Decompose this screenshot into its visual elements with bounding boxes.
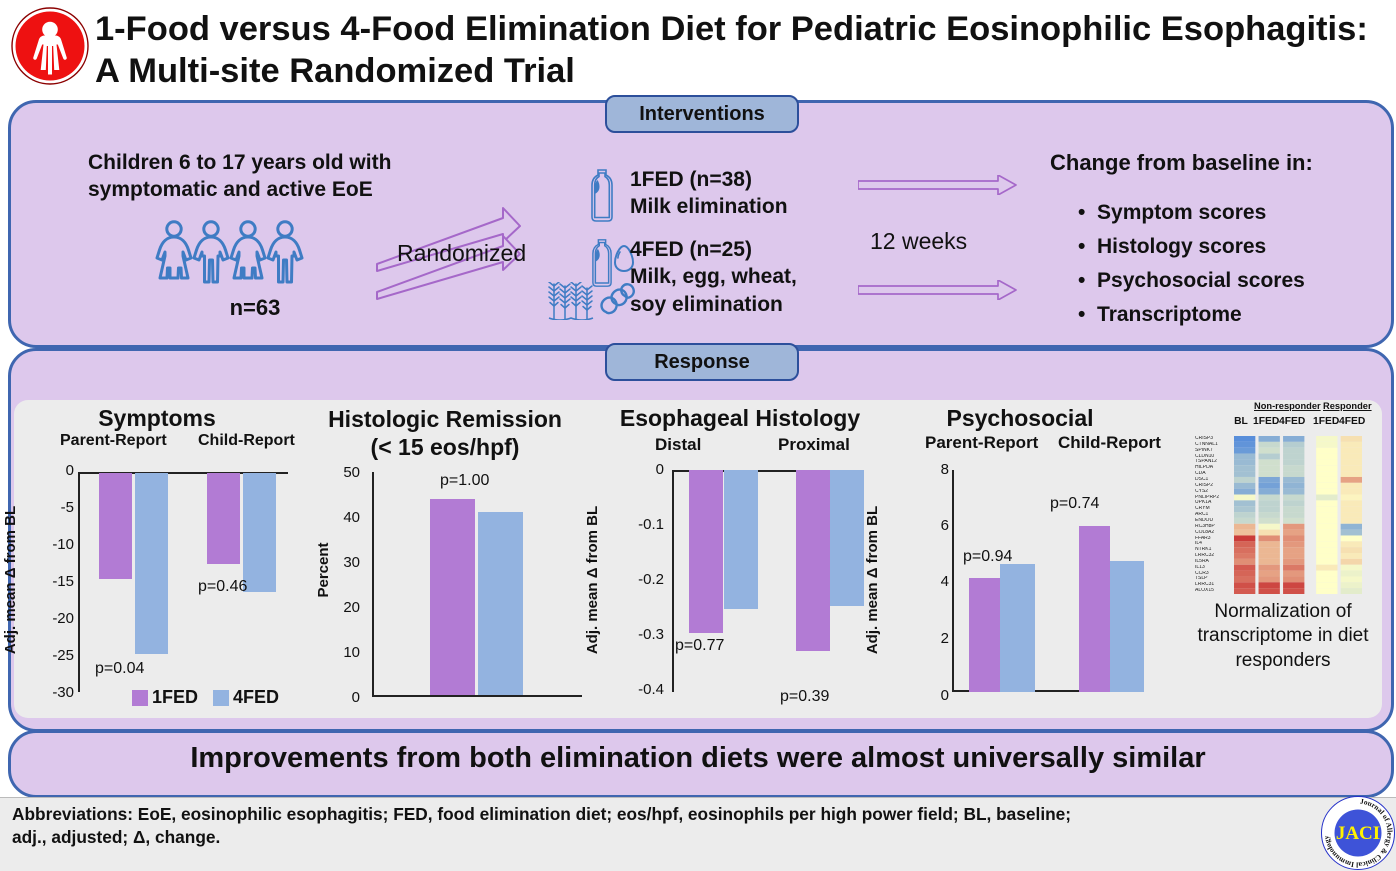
svg-text:JACI: JACI: [1336, 823, 1380, 844]
